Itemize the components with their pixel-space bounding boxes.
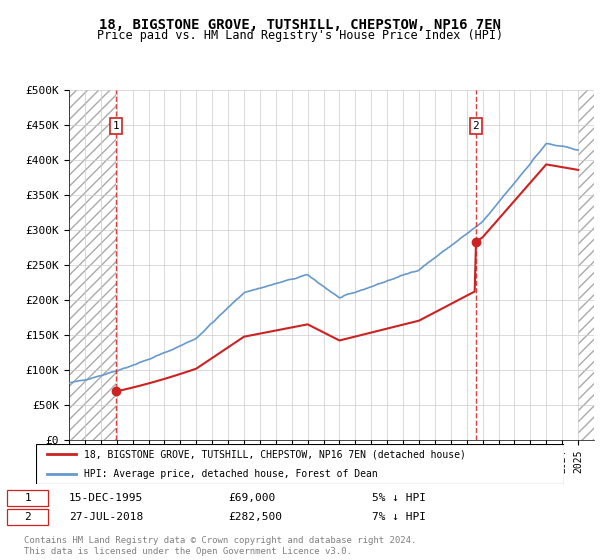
Text: Contains HM Land Registry data © Crown copyright and database right 2024.
This d: Contains HM Land Registry data © Crown c… xyxy=(24,536,416,556)
Text: 1: 1 xyxy=(113,121,119,131)
Text: 27-JUL-2018: 27-JUL-2018 xyxy=(69,512,143,522)
Text: £282,500: £282,500 xyxy=(228,512,282,522)
Bar xyxy=(69,90,116,440)
Text: 7% ↓ HPI: 7% ↓ HPI xyxy=(372,512,426,522)
Text: 18, BIGSTONE GROVE, TUTSHILL, CHEPSTOW, NP16 7EN: 18, BIGSTONE GROVE, TUTSHILL, CHEPSTOW, … xyxy=(99,18,501,32)
Text: 15-DEC-1995: 15-DEC-1995 xyxy=(69,493,143,503)
Text: 5% ↓ HPI: 5% ↓ HPI xyxy=(372,493,426,503)
FancyBboxPatch shape xyxy=(7,509,48,525)
Text: HPI: Average price, detached house, Forest of Dean: HPI: Average price, detached house, Fore… xyxy=(83,469,377,479)
Text: £69,000: £69,000 xyxy=(228,493,275,503)
FancyBboxPatch shape xyxy=(7,489,48,506)
FancyBboxPatch shape xyxy=(36,444,564,484)
Text: 1: 1 xyxy=(24,493,31,503)
Text: 18, BIGSTONE GROVE, TUTSHILL, CHEPSTOW, NP16 7EN (detached house): 18, BIGSTONE GROVE, TUTSHILL, CHEPSTOW, … xyxy=(83,449,466,459)
Bar xyxy=(578,90,600,440)
Text: 2: 2 xyxy=(472,121,479,131)
Text: Price paid vs. HM Land Registry's House Price Index (HPI): Price paid vs. HM Land Registry's House … xyxy=(97,29,503,42)
Text: 2: 2 xyxy=(24,512,31,522)
